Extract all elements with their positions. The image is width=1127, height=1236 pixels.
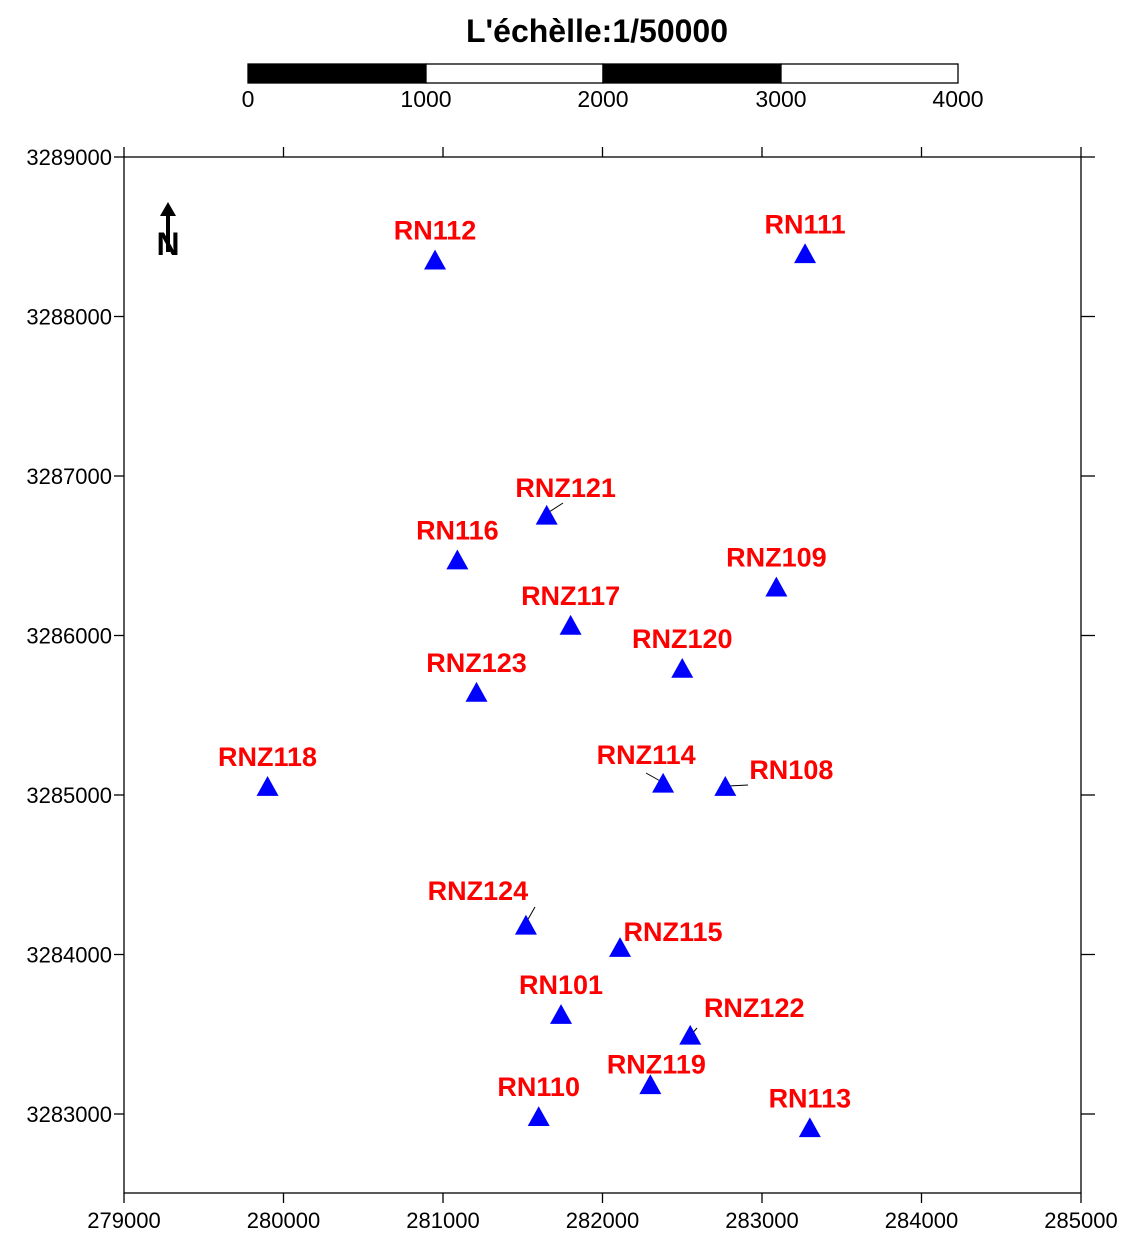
station-label-rnz124: RNZ124	[428, 876, 529, 906]
station-marker-rnz121	[535, 504, 558, 525]
x-tick-label: 280000	[247, 1208, 320, 1233]
station-label-rnz118: RNZ118	[218, 742, 317, 772]
leader-line-rnz124	[526, 906, 536, 922]
station-label-rnz123: RNZ123	[426, 648, 527, 678]
scale-label-3000: 3000	[755, 86, 806, 112]
station-marker-rnz119	[639, 1074, 662, 1095]
north-arrow-letter: N	[156, 226, 179, 262]
scale-segment-3	[602, 63, 782, 84]
station-label-rnz121: RNZ121	[515, 473, 616, 503]
y-axis: 3289000 3288000 3287000 3286000 3285000 32840…	[26, 145, 1095, 1127]
scale-label-0: 0	[242, 86, 255, 112]
y-tick-label: 3285000	[26, 783, 112, 808]
station-label-rnz122: RNZ122	[704, 993, 805, 1023]
x-tick-label: 281000	[406, 1208, 479, 1233]
scale-title: L'échèlle:1/50000	[466, 13, 728, 49]
station-marker-rnz123	[465, 681, 488, 702]
station-label-rnz109: RNZ109	[726, 543, 827, 573]
station-marker-rnz118	[256, 776, 279, 796]
station-label-rn108: RN108	[749, 755, 833, 785]
station-marker-rnz120	[671, 657, 694, 678]
station-label-rn101: RN101	[519, 970, 603, 1000]
station-label-rnz117: RNZ117	[521, 581, 620, 611]
station-marker-rnz115	[609, 937, 632, 957]
y-tick-label: 3287000	[26, 464, 112, 489]
station-marker-rn110	[527, 1106, 550, 1126]
station-label-rnz115: RNZ115	[624, 917, 723, 947]
station-marker-rnz114	[652, 772, 675, 793]
x-tick-label: 285000	[1044, 1208, 1117, 1233]
station-marker-rn108	[714, 776, 737, 796]
scale-label-2000: 2000	[577, 86, 628, 112]
x-axis: 279000 280000 281000 282000 283000 284000 2850…	[87, 147, 1118, 1233]
station-marker-rn116	[446, 549, 469, 570]
station-label-rn116: RN116	[416, 516, 499, 546]
station-label-rn111: RN111	[765, 209, 846, 239]
station-label-rnz114: RNZ114	[597, 740, 696, 770]
x-tick-label: 282000	[566, 1208, 639, 1233]
scale-label-1000: 1000	[400, 86, 451, 112]
station-marker-rn112	[424, 249, 447, 270]
station-label-rnz119: RNZ119	[607, 1049, 706, 1079]
station-label-rnz120: RNZ120	[632, 624, 733, 654]
station-marker-rn111	[794, 243, 817, 264]
station-marker-rnz109	[765, 576, 788, 597]
station-label-rn112: RN112	[394, 216, 477, 246]
station-marker-rn101	[550, 1004, 573, 1024]
y-tick-label: 3286000	[26, 624, 112, 649]
x-tick-label: 284000	[885, 1208, 958, 1233]
leader-line-rn108	[727, 784, 749, 787]
y-tick-label: 3284000	[26, 943, 112, 968]
scale-segment-1	[247, 63, 427, 84]
plot-frame	[123, 156, 1082, 1194]
station-marker-rn113	[798, 1117, 821, 1138]
scale-label-4000: 4000	[932, 86, 983, 112]
station-label-rn113: RN113	[769, 1083, 852, 1113]
scale-segment-2	[425, 63, 604, 84]
y-tick-label: 3283000	[26, 1102, 112, 1127]
station-points: RN112 RN111 RNZ121 RN116 RNZ109 RNZ117 RNZ120 R…	[218, 209, 852, 1138]
x-tick-label: 283000	[725, 1208, 798, 1233]
y-tick-label: 3289000	[26, 145, 112, 170]
station-marker-rnz122	[679, 1024, 702, 1045]
station-label-rn110: RN110	[497, 1072, 580, 1102]
scale-segment-4	[780, 63, 959, 84]
station-marker-rnz117	[559, 614, 582, 635]
y-tick-label: 3288000	[26, 305, 112, 330]
station-marker-rnz124	[514, 914, 537, 935]
scale-bar: L'échèlle:1/50000 0 1000 2000 3000 4000	[242, 13, 984, 112]
north-arrow-icon: N	[156, 202, 180, 262]
x-tick-label: 279000	[87, 1208, 160, 1233]
